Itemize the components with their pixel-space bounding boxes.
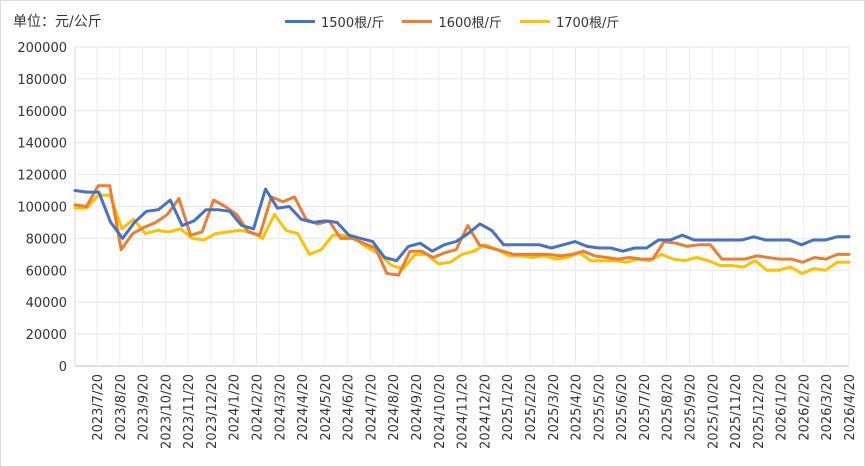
x-tick-label: 2024/8/20 bbox=[387, 374, 402, 441]
y-tick-label: 80000 bbox=[26, 232, 67, 247]
x-tick-label: 2025/6/20 bbox=[615, 374, 630, 441]
x-tick-label: 2024/2/20 bbox=[251, 374, 266, 441]
chart-legend: 1500根/斤 1600根/斤 1700根/斤 bbox=[285, 12, 619, 31]
x-tick-label: 2023/8/20 bbox=[114, 374, 129, 441]
x-tick-label: 2025/9/20 bbox=[683, 374, 698, 441]
series-lines bbox=[73, 184, 851, 277]
x-tick-label: 2024/7/20 bbox=[364, 374, 379, 441]
x-tick-label: 2023/10/20 bbox=[159, 374, 174, 449]
x-tick-label: 2025/3/20 bbox=[547, 374, 562, 441]
x-axis: 2023/7/20 2023/8/20 2023/9/20 2023/10/20 202… bbox=[91, 374, 858, 449]
x-tick-label: 2024/5/20 bbox=[319, 374, 334, 441]
x-tick-label: 2024/12/20 bbox=[478, 374, 493, 449]
x-tick-label: 2025/11/20 bbox=[729, 374, 744, 449]
x-tick-label: 2026/2/20 bbox=[797, 374, 812, 441]
x-tick-label: 2023/12/20 bbox=[205, 374, 220, 449]
x-tick-label: 2024/10/20 bbox=[433, 374, 448, 449]
y-tick-label: 0 bbox=[59, 360, 67, 375]
series-line-0 bbox=[73, 187, 851, 263]
grid-lines bbox=[74, 46, 850, 367]
y-axis: 0 20000 40000 60000 80000 100000 120000 140000 1… bbox=[17, 41, 67, 375]
x-tick-label: 2025/12/20 bbox=[752, 374, 767, 449]
legend-item-1700: 1700根/斤 bbox=[519, 12, 620, 31]
x-tick-label: 2024/6/20 bbox=[342, 374, 357, 441]
y-tick-label: 140000 bbox=[17, 137, 67, 152]
y-tick-label: 120000 bbox=[17, 169, 67, 184]
x-tick-label: 2023/7/20 bbox=[91, 374, 106, 441]
legend-item-1600: 1600根/斤 bbox=[402, 12, 502, 31]
x-tick-label: 2023/11/20 bbox=[182, 374, 197, 449]
legend-swatch-1500 bbox=[285, 20, 315, 23]
x-tick-label: 2025/10/20 bbox=[706, 374, 721, 449]
y-tick-label: 200000 bbox=[17, 41, 67, 56]
x-tick-label: 2026/3/20 bbox=[820, 374, 835, 441]
x-tick-label: 2025/8/20 bbox=[661, 374, 676, 441]
series-line-2 bbox=[73, 193, 851, 275]
y-tick-label: 180000 bbox=[17, 73, 67, 88]
x-tick-label: 2026/4/20 bbox=[843, 374, 858, 441]
x-tick-label: 2023/9/20 bbox=[137, 374, 152, 441]
unit-label: 单位：元/公斤 bbox=[13, 14, 102, 30]
x-tick-label: 2025/4/20 bbox=[570, 374, 585, 441]
legend-swatch-1600 bbox=[402, 20, 433, 23]
x-tick-label: 2024/9/20 bbox=[410, 374, 425, 441]
y-tick-label: 20000 bbox=[26, 328, 67, 343]
y-tick-label: 160000 bbox=[17, 105, 67, 120]
legend-label-1500: 1500根/斤 bbox=[321, 16, 385, 31]
x-tick-label: 2025/7/20 bbox=[638, 374, 653, 441]
y-tick-label: 60000 bbox=[26, 264, 67, 279]
x-tick-label: 2024/3/20 bbox=[273, 374, 288, 441]
legend-label-1600: 1600根/斤 bbox=[438, 16, 502, 31]
y-tick-label: 40000 bbox=[26, 296, 67, 311]
x-tick-label: 2024/1/20 bbox=[228, 374, 243, 441]
legend-swatch-1700 bbox=[519, 20, 550, 23]
legend-item-1500: 1500根/斤 bbox=[285, 12, 384, 31]
x-tick-label: 2025/2/20 bbox=[524, 374, 539, 441]
x-tick-label: 2024/4/20 bbox=[296, 374, 311, 441]
x-tick-label: 2024/11/20 bbox=[456, 374, 471, 449]
y-tick-label: 100000 bbox=[17, 201, 67, 216]
x-tick-label: 2025/5/20 bbox=[592, 374, 607, 441]
legend-label-1700: 1700根/斤 bbox=[555, 16, 620, 31]
x-tick-label: 2026/1/20 bbox=[775, 374, 790, 441]
x-tick-label: 2025/1/20 bbox=[501, 374, 516, 441]
